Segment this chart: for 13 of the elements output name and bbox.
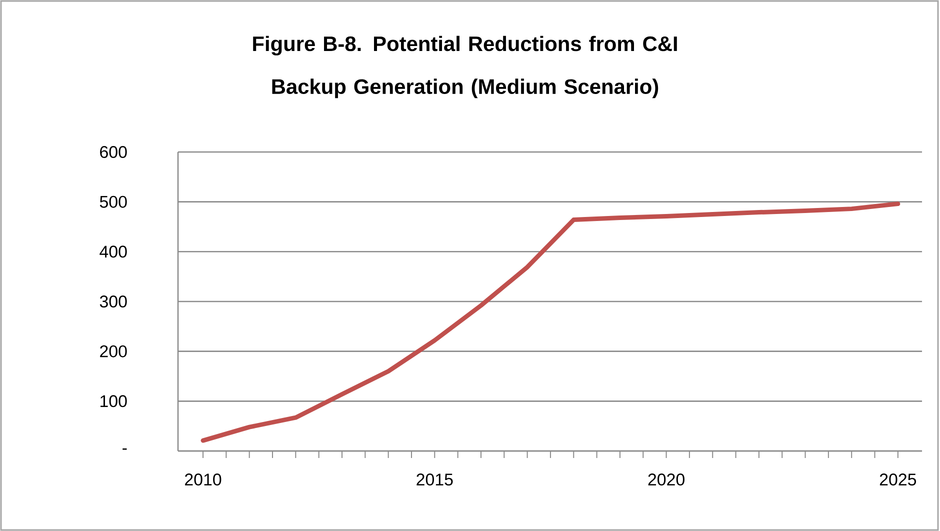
x-tick-label: 2010	[185, 474, 222, 486]
y-tick-label: 400	[100, 246, 127, 258]
line-series	[200, 202, 900, 443]
x-tick-label: 2025	[880, 474, 916, 486]
x-tick-label: 2015	[416, 474, 453, 486]
y-tick-label: 100	[100, 395, 127, 408]
x-tick-label: 2020	[648, 474, 684, 486]
y-tick-label: 600	[100, 146, 127, 158]
y-tick-label: 500	[100, 196, 127, 208]
y-tick-label: 300	[100, 296, 127, 308]
y-tick-label: -	[122, 448, 127, 450]
y-tick-label: 200	[100, 345, 127, 358]
chart-title: Figure B-8. Potential Reductions from C&I Backup Generation (Medium Scenario)	[253, 36, 677, 98]
